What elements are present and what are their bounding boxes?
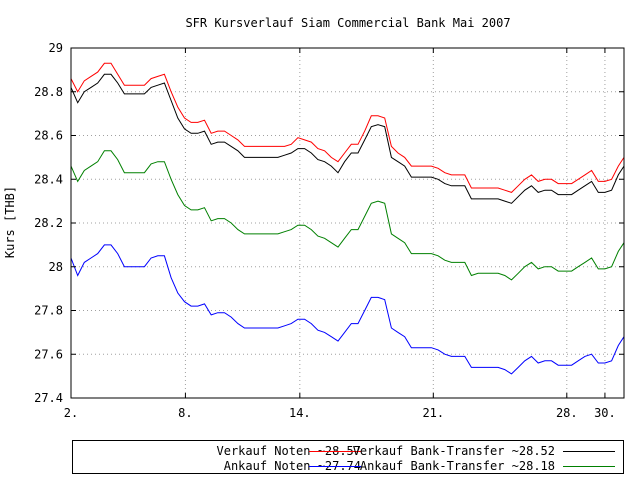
x-tick-label: 8. (178, 406, 192, 420)
y-tick-label: 28.8 (34, 85, 63, 99)
x-tick-label: 30. (594, 406, 616, 420)
axis-ticks: 27.4 27.6 27.8 28 28.2 28.4 28.6 28.8 29 2. 8. 14. 2… (34, 41, 624, 420)
legend-swatch-verkauf-bank (563, 451, 615, 452)
grid-lines (71, 48, 624, 398)
x-tick-label: 28. (556, 406, 578, 420)
series-line-verkauf-noten (70, 62, 625, 193)
x-tick-label: 14. (289, 406, 311, 420)
chart-title: SFR Kursverlauf Siam Commercial Bank Mai… (185, 16, 510, 30)
legend-label-ankauf-bank: Ankauf Bank-Transfer ~28.18 (359, 459, 555, 473)
series-line-ankauf-bank-transfer (70, 150, 625, 281)
x-tick-label: 21. (422, 406, 444, 420)
y-tick-label: 28.4 (34, 172, 63, 186)
y-tick-label: 27.6 (34, 347, 63, 361)
legend-swatch-ankauf-noten (309, 466, 361, 467)
y-tick-label: 27.4 (34, 391, 63, 405)
legend-label-verkauf-noten: Verkauf Noten ~28.57 (216, 444, 362, 458)
legend-swatch-verkauf-noten (309, 451, 361, 452)
y-tick-label: 29 (49, 41, 63, 55)
y-tick-label: 28.2 (34, 216, 63, 230)
y-tick-label: 28 (49, 260, 63, 274)
legend-label-verkauf-bank: Verkauf Bank-Transfer ~28.52 (352, 444, 555, 458)
series-layer (70, 62, 625, 375)
x-tick-label: 2. (64, 406, 78, 420)
y-axis-label: Kurs [THB] (3, 186, 17, 258)
legend-label-ankauf-noten: Ankauf Noten ~27.74 (223, 459, 361, 473)
legend-swatch-ankauf-bank (563, 466, 615, 467)
y-tick-label: 27.8 (34, 304, 63, 318)
series-line-ankauf-noten (70, 244, 625, 375)
series-line-verkauf-bank-transfer (70, 73, 625, 204)
legend: Verkauf Noten ~28.57 Verkauf Bank-Transf… (72, 440, 624, 474)
y-tick-label: 28.6 (34, 129, 63, 143)
